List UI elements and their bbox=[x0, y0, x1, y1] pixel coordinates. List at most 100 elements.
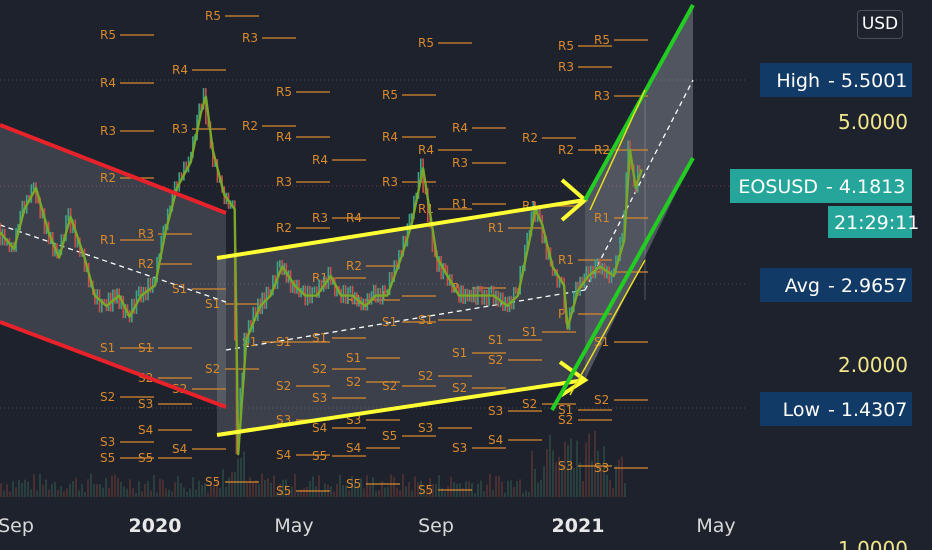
pivot-s3-label: S3 bbox=[452, 441, 467, 455]
volume-bar bbox=[72, 480, 74, 497]
volume-bar bbox=[492, 489, 494, 497]
channel-midline-2021 bbox=[584, 79, 694, 291]
pivot-s1-label: S1 bbox=[100, 341, 115, 355]
volume-bar bbox=[210, 483, 212, 497]
volume-bar bbox=[357, 486, 359, 497]
pivot-r3-label: R3 bbox=[100, 124, 116, 138]
channel-fill-2019 bbox=[0, 125, 226, 407]
volume-bar bbox=[216, 478, 218, 497]
volume-bar bbox=[477, 483, 479, 497]
pivot-s1-label: S1 bbox=[488, 333, 503, 347]
pivot-r1-label: R1 bbox=[452, 197, 468, 211]
avg-badge-value: - 2.9657 bbox=[828, 275, 907, 297]
pivot-r4-label: R4 bbox=[276, 130, 292, 144]
volume-bar bbox=[153, 475, 155, 497]
volume-bar bbox=[9, 491, 11, 497]
volume-bar bbox=[480, 480, 482, 497]
volume-bar bbox=[513, 487, 515, 497]
pivot-r5-label: R5 bbox=[100, 28, 116, 42]
volume-bar bbox=[447, 486, 449, 497]
low-badge: Low - 1.4307 bbox=[760, 392, 912, 426]
volume-bar bbox=[417, 482, 419, 497]
pivot-s2-label: S2 bbox=[522, 397, 537, 411]
volume-bar bbox=[366, 475, 368, 497]
volume-bar bbox=[405, 486, 407, 497]
volume-bar bbox=[276, 491, 278, 497]
high-badge-bg bbox=[760, 63, 912, 97]
channel-midline-2019 bbox=[0, 224, 227, 303]
volume-bar bbox=[81, 483, 83, 497]
volume-bar bbox=[168, 489, 170, 497]
pivot-s1-label: S1 bbox=[522, 325, 537, 339]
pivot-r4-label: R4 bbox=[100, 76, 116, 90]
pivot-s5-label: S5 bbox=[100, 451, 115, 465]
volume-bar bbox=[486, 484, 488, 497]
volume-bar bbox=[255, 480, 257, 497]
volume-bar bbox=[48, 489, 50, 497]
volume-bar bbox=[483, 491, 485, 497]
volume-bar bbox=[372, 476, 374, 497]
volume-bar bbox=[165, 488, 167, 497]
volume-bar bbox=[309, 481, 311, 497]
volume-bar bbox=[78, 490, 80, 497]
volume-bar bbox=[354, 482, 356, 497]
countdown-label: 21:29:11 bbox=[834, 212, 919, 234]
volume-bar bbox=[450, 476, 452, 497]
volume-bar bbox=[111, 475, 113, 497]
volume-bar bbox=[243, 451, 245, 497]
volume-bar bbox=[384, 487, 386, 497]
volume-bar bbox=[39, 473, 41, 497]
pivot-r4-label: R4 bbox=[382, 130, 398, 144]
pivot-s1-label: S1 bbox=[172, 282, 187, 296]
pivot-r2-label: R2 bbox=[242, 119, 258, 133]
y-tick-label: 2.0000 bbox=[838, 353, 908, 377]
pivot-r2-label: R2 bbox=[276, 221, 292, 235]
volume-bar bbox=[495, 476, 497, 497]
pivot-r2-label: R2 bbox=[100, 171, 116, 185]
pivot-s5-label: S5 bbox=[138, 451, 153, 465]
volume-bar bbox=[546, 449, 548, 497]
volume-bar bbox=[336, 483, 338, 497]
low-badge-value: - 1.4307 bbox=[828, 399, 907, 421]
price-line bbox=[0, 95, 643, 456]
pivot-r3-label: R3 bbox=[312, 211, 328, 225]
pivot-s1-label: S1 bbox=[276, 335, 291, 349]
pivot-r1-label: R1 bbox=[594, 211, 610, 225]
volume-bar bbox=[219, 487, 221, 497]
volume-bar bbox=[531, 451, 533, 497]
channel-fill-2021 bbox=[585, 5, 693, 380]
volume-bar bbox=[579, 462, 581, 497]
volume-bar bbox=[120, 481, 122, 497]
pivot-r1-label: R1 bbox=[488, 221, 504, 235]
pivot-p-label: P bbox=[558, 307, 565, 321]
symbol-badge-label: EOSUSD bbox=[738, 176, 818, 198]
volume-bar bbox=[561, 461, 563, 497]
volume-bar bbox=[462, 488, 464, 497]
pivot-s2-label: S2 bbox=[594, 393, 609, 407]
x-axis: Sep 2020 May Sep 2021 May bbox=[0, 515, 736, 537]
volume-bar bbox=[84, 492, 86, 497]
volume-bar bbox=[318, 475, 320, 497]
x-tick-label: 2020 bbox=[129, 515, 182, 537]
volume-bar bbox=[612, 488, 614, 497]
pivot-r2-label: R2 bbox=[594, 143, 610, 157]
pivot-s1-label: S1 bbox=[382, 315, 397, 329]
high-badge: High - 5.5001 bbox=[760, 63, 912, 97]
pivot-s4-label: S4 bbox=[346, 441, 361, 455]
volume-bar bbox=[12, 481, 14, 497]
pivot-s2-label: S2 bbox=[346, 375, 361, 389]
pivot-r5-label: R5 bbox=[558, 39, 574, 53]
pivot-r2-label: R2 bbox=[346, 259, 362, 273]
volume-bar bbox=[147, 481, 149, 497]
volume-bar bbox=[33, 474, 35, 497]
volume-bar bbox=[213, 486, 215, 497]
pivot-r4-label: R4 bbox=[312, 153, 328, 167]
low-badge-label: Low bbox=[783, 399, 820, 421]
currency-usd-button[interactable]: USD bbox=[857, 10, 903, 39]
channel-fill-2020 bbox=[217, 200, 585, 435]
channel-midline-2020 bbox=[225, 289, 586, 351]
volume-bar bbox=[264, 479, 266, 497]
volume-bar bbox=[618, 459, 620, 497]
volume-bar bbox=[129, 479, 131, 497]
